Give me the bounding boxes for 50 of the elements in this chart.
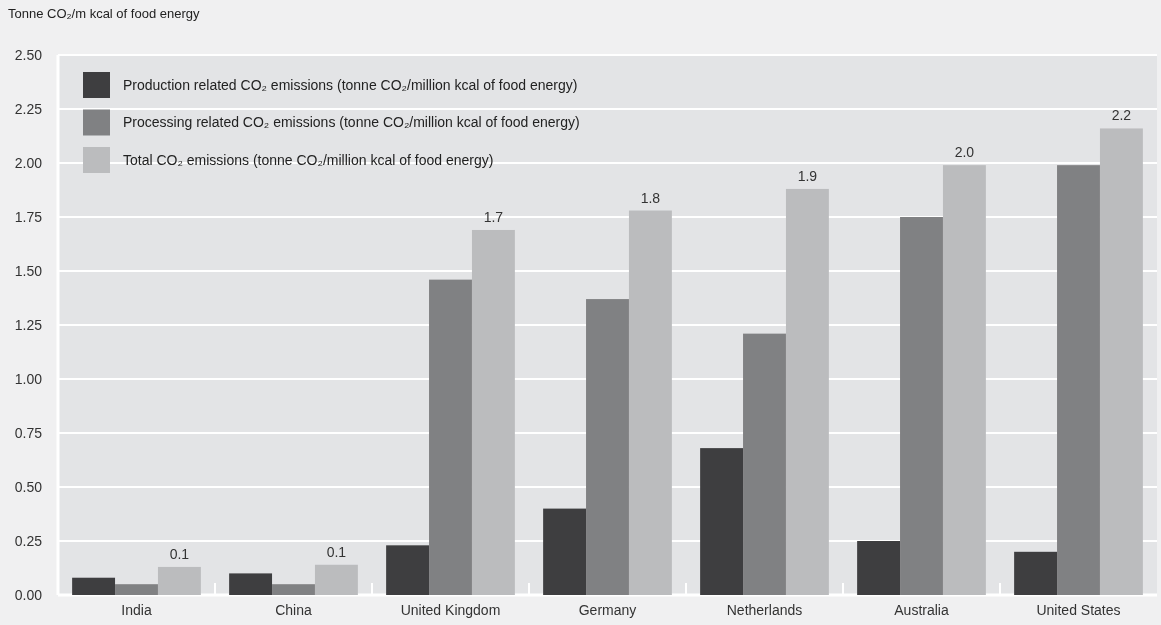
bar (1014, 551, 1058, 595)
y-tick-label: 0.25 (14, 532, 43, 549)
data-label: 1.8 (640, 189, 661, 206)
bar (314, 564, 358, 595)
bar (157, 566, 201, 595)
bar (1057, 165, 1100, 595)
y-tick-label: 0.75 (14, 424, 43, 441)
x-tick-label: United Kingdom (400, 602, 501, 618)
y-tick-label: 1.75 (14, 208, 43, 225)
bar (1099, 128, 1143, 595)
x-tick-label: Germany (578, 602, 637, 618)
x-tick-label: Netherlands (726, 602, 803, 618)
data-label: 0.1 (326, 543, 347, 560)
y-tick-label: 1.00 (14, 370, 43, 387)
y-tick-label: 2.25 (14, 100, 43, 117)
y-tick-label: 2.50 (14, 46, 43, 63)
bar (543, 508, 587, 595)
bar (628, 210, 672, 595)
bar (471, 229, 515, 595)
x-tick-label: India (121, 602, 152, 618)
bar (272, 584, 315, 595)
x-tick-label: China (275, 602, 312, 618)
bar (586, 299, 629, 595)
bar (785, 188, 829, 595)
y-tick-label: 1.25 (14, 316, 43, 333)
y-tick-label: 1.50 (14, 262, 43, 279)
bar (429, 279, 472, 595)
legend-label: Production related CO₂ emissions (tonne CO₂/million kcal of food energy) (123, 76, 578, 93)
y-tick-label: 2.00 (14, 154, 43, 171)
bar (115, 584, 158, 595)
legend-label: Processing related CO₂ emissions (tonne CO₂/million kcal of food energy) (123, 114, 580, 131)
data-label: 1.9 (797, 167, 818, 184)
bar (700, 448, 744, 595)
bar (942, 165, 986, 595)
bar (743, 333, 786, 595)
bar (229, 573, 273, 595)
bar (857, 541, 901, 595)
x-tick-label: Australia (894, 602, 949, 618)
y-tick-label: 0.00 (14, 586, 43, 603)
y-axis-title: Tonne CO₂/m kcal of food energy (8, 6, 200, 21)
legend-label: Total CO₂ emissions (tonne CO₂/million kcal of food energy) (123, 151, 494, 168)
data-label: 1.7 (483, 208, 504, 225)
x-tick-label: United States (1036, 602, 1121, 618)
y-tick-label: 0.50 (14, 478, 43, 495)
bar (900, 217, 943, 595)
bar (72, 577, 116, 595)
data-label: 0.1 (169, 545, 190, 562)
bar (386, 545, 430, 595)
data-label: 2.2 (1111, 107, 1132, 124)
data-label: 2.0 (954, 144, 975, 161)
